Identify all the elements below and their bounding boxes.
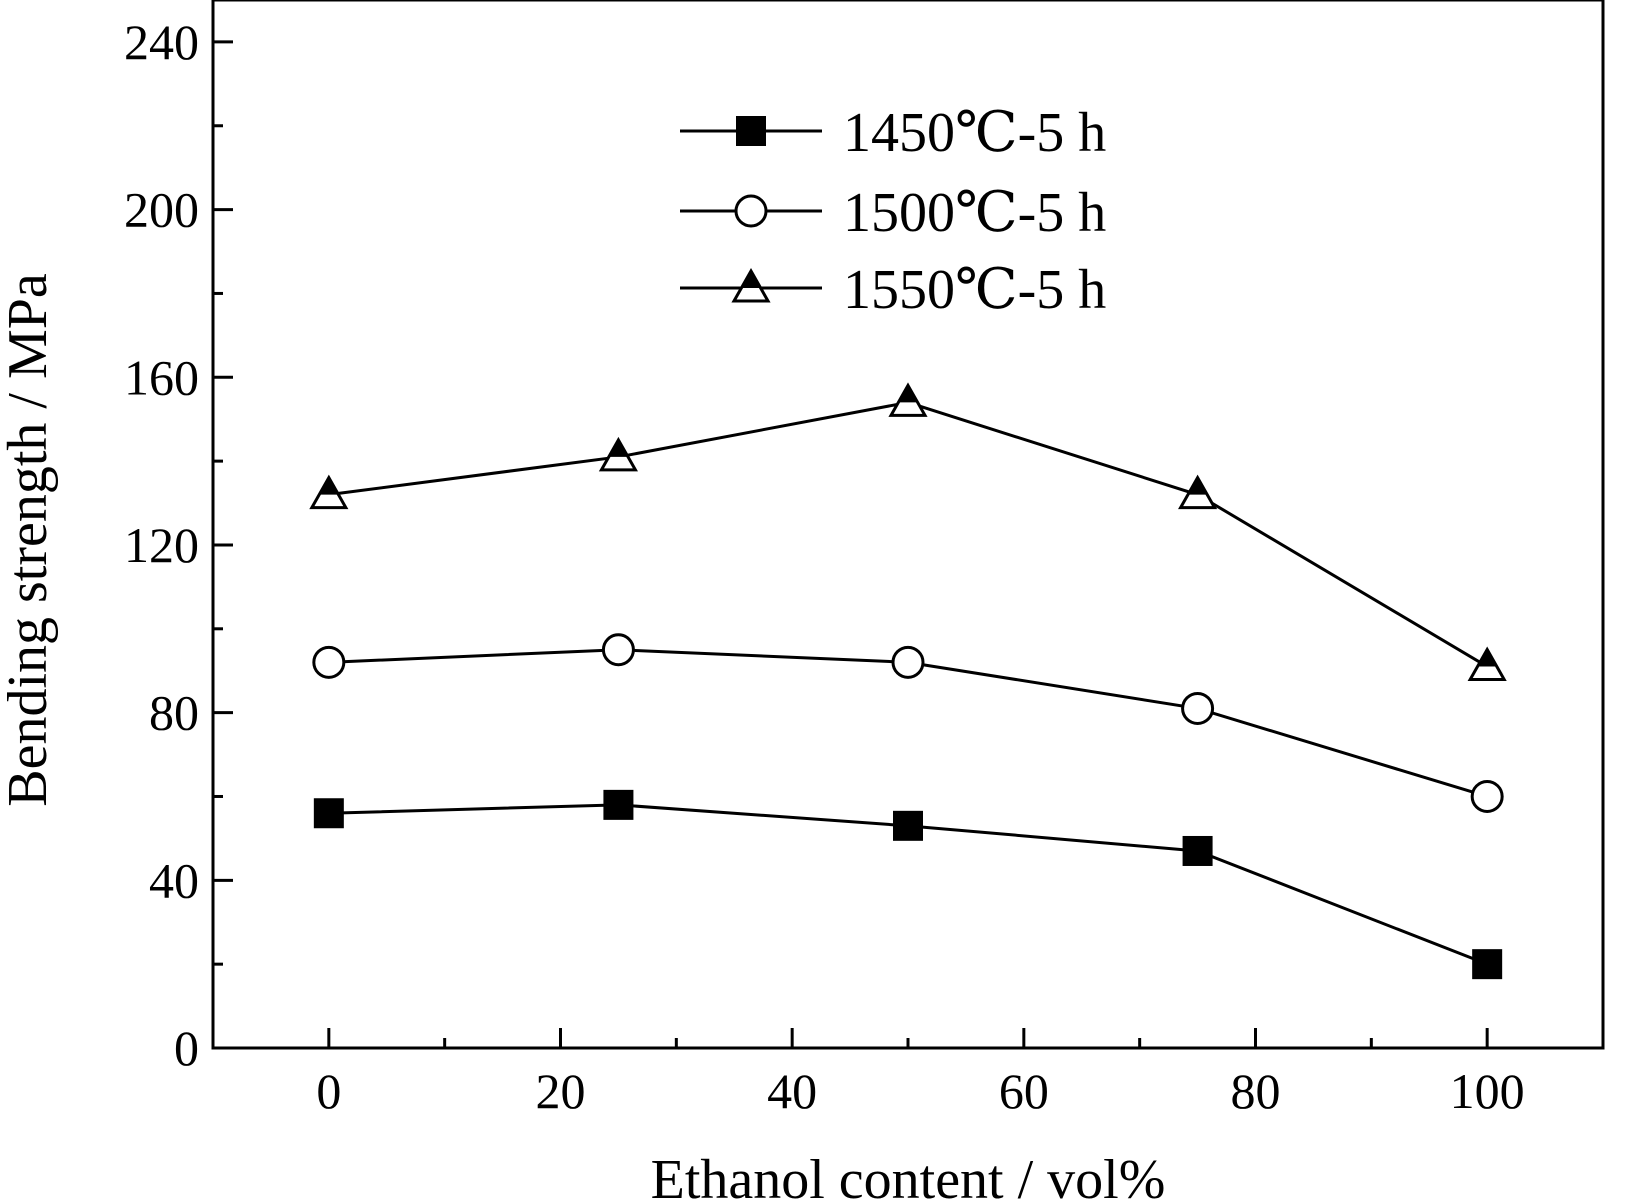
x-tick-label: 20 (536, 1063, 586, 1119)
legend-label: 1450℃-5 h (843, 102, 1106, 164)
x-tick-label: 80 (1231, 1063, 1281, 1119)
x-axis-ticks: 0 20 40 60 80 100 (316, 1028, 1525, 1119)
y-tick-label: 80 (149, 685, 199, 741)
legend: 1450℃-5 h 1500℃-5 h 1550℃-5 h (680, 102, 1106, 321)
legend-label: 1500℃-5 h (843, 182, 1106, 244)
y-tick-label: 160 (124, 349, 199, 405)
y-axis-title: Bending strength / MPa (0, 273, 59, 807)
x-tick-label: 0 (316, 1063, 341, 1119)
data-point (313, 798, 344, 829)
x-axis-title: Ethanol content / vol% (651, 1149, 1166, 1204)
legend-marker (734, 194, 768, 228)
y-tick-label: 240 (124, 14, 199, 70)
data-point (312, 645, 346, 679)
data-point (893, 810, 923, 841)
x-tick-label: 40 (767, 1063, 817, 1119)
y-tick-label: 200 (124, 182, 199, 238)
x-tick-label: 100 (1450, 1063, 1525, 1119)
data-point (891, 645, 925, 679)
data-point (601, 633, 635, 667)
data-point (1470, 779, 1504, 813)
legend-entry: 1500℃-5 h (680, 182, 1106, 244)
series-line (328, 400, 1488, 668)
data-point (1467, 646, 1507, 682)
x-tick-label: 60 (999, 1063, 1049, 1119)
legend-marker (736, 116, 766, 146)
data-point (309, 474, 349, 510)
data-point (1182, 835, 1213, 866)
legend-entry: 1450℃-5 h (680, 102, 1106, 164)
y-tick-label: 120 (124, 517, 199, 573)
legend-label: 1550℃-5 h (843, 259, 1106, 321)
series-1 (313, 789, 1503, 980)
legend-entry: 1550℃-5 h (680, 259, 1106, 321)
legend-marker (731, 267, 771, 303)
data-point (1181, 691, 1215, 725)
y-axis-ticks: 0 40 80 120 160 200 240 (124, 14, 233, 1076)
data-point (603, 789, 634, 820)
data-point (598, 436, 638, 472)
series-3 (309, 382, 1507, 682)
series-layer (309, 382, 1507, 980)
y-tick-label: 40 (149, 852, 199, 908)
data-point (1178, 474, 1218, 510)
series-2 (312, 633, 1504, 813)
data-point (888, 382, 928, 417)
y-tick-label: 0 (174, 1020, 199, 1076)
data-point (1472, 949, 1503, 980)
